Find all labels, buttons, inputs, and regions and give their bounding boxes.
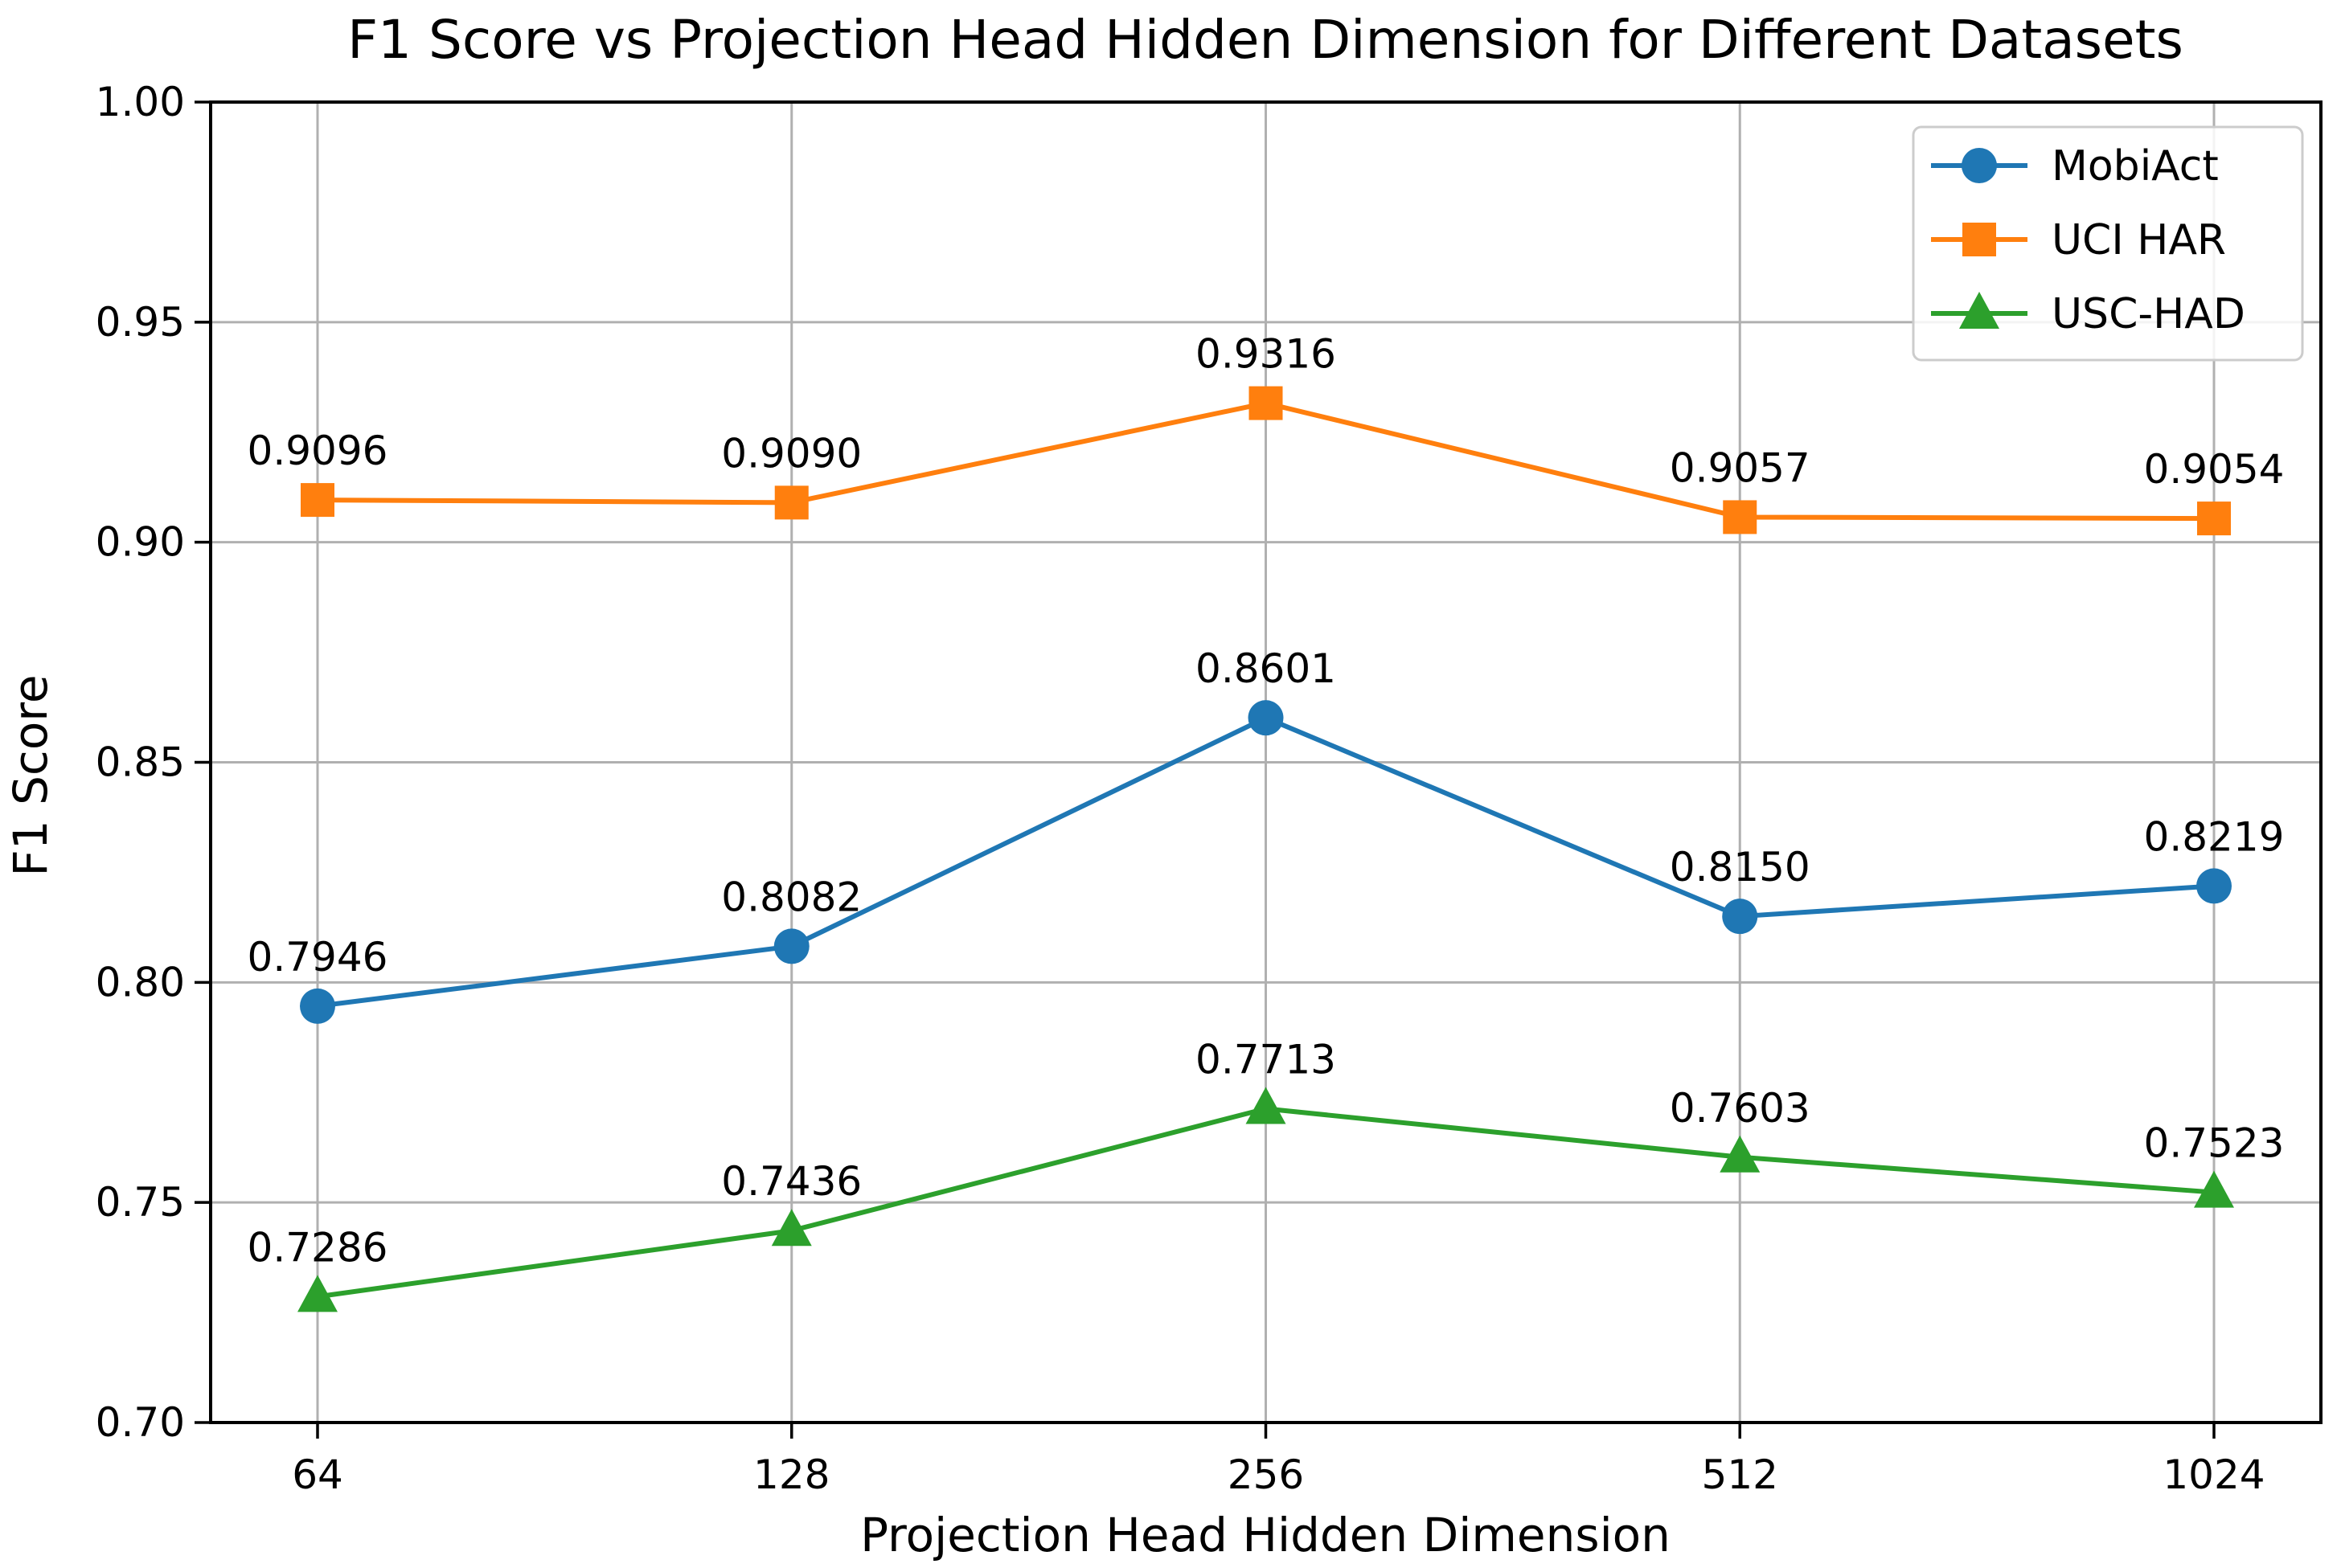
y-tick-label: 0.90	[96, 519, 185, 566]
data-point-label: 0.7286	[248, 1224, 388, 1271]
legend-item-label: USC-HAD	[2052, 290, 2245, 338]
data-point-label: 0.7713	[1195, 1037, 1336, 1083]
data-point-label: 0.8219	[2144, 813, 2285, 860]
triangle-marker-usc-had	[1245, 1087, 1286, 1124]
axes: 64 128 256 512 1024 0.70 0.75 0.80 0.85 0.90 0.95 1…	[96, 79, 2323, 1498]
y-tick-label: 0.75	[96, 1179, 185, 1226]
data-point-label: 0.7436	[721, 1158, 862, 1205]
circle-marker-mobiact	[2196, 868, 2232, 904]
data-point-label: 0.7523	[2144, 1120, 2285, 1167]
circle-marker-mobiact	[300, 988, 335, 1024]
circle-icon	[1962, 148, 1997, 183]
chart-title: F1 Score vs Projection Head Hidden Dimen…	[347, 9, 2183, 71]
square-marker-uci-har	[1723, 500, 1757, 534]
data-point-label: 0.9090	[721, 430, 862, 477]
x-tick-label: 512	[1702, 1451, 1778, 1498]
y-tick-label: 0.85	[96, 739, 185, 786]
legend: MobiAct UCI HAR USC-HAD	[1912, 125, 2304, 362]
square-marker-uci-har	[2197, 502, 2231, 536]
square-marker-uci-har	[1248, 386, 1283, 420]
square-icon	[1962, 223, 1996, 256]
triangle-icon	[1959, 292, 1999, 329]
triangle-marker-usc-had	[1720, 1135, 1761, 1173]
y-axis-label: F1 Score	[3, 674, 58, 876]
circle-marker-mobiact	[773, 928, 810, 964]
y-tick-label: 0.70	[96, 1399, 185, 1446]
triangle-marker-usc-had	[771, 1209, 812, 1247]
data-point-label: 0.9054	[2144, 446, 2285, 493]
triangle-marker-usc-had	[2194, 1170, 2234, 1208]
plot-area: 0.7946 0.8082 0.8601 0.8150 0.8219 0.9096 0.90…	[248, 331, 2285, 1312]
y-tick-label: 1.00	[96, 79, 185, 125]
data-point-label: 0.9096	[248, 428, 388, 474]
data-point-label: 0.9057	[1670, 444, 1810, 491]
data-point-label: 0.7603	[1670, 1085, 1810, 1132]
data-point-label: 0.7946	[248, 934, 388, 981]
circle-marker-mobiact	[1248, 700, 1284, 736]
x-tick-label: 128	[753, 1451, 830, 1498]
x-tick-label: 256	[1228, 1451, 1304, 1498]
x-tick-label: 1024	[2163, 1451, 2265, 1498]
data-point-label: 0.9316	[1195, 331, 1336, 378]
data-point-label: 0.8082	[721, 874, 862, 920]
y-tick-label: 0.80	[96, 959, 185, 1005]
legend-item-label: UCI HAR	[2052, 216, 2226, 264]
circle-marker-mobiact	[1722, 899, 1758, 935]
legend-item-label: MobiAct	[2052, 142, 2219, 190]
square-marker-uci-har	[774, 485, 809, 520]
data-point-label: 0.8601	[1195, 645, 1336, 692]
square-marker-uci-har	[301, 483, 334, 518]
data-point-label: 0.8150	[1670, 844, 1810, 890]
triangle-marker-usc-had	[297, 1275, 338, 1312]
y-tick-label: 0.95	[96, 299, 185, 346]
x-axis-label: Projection Head Hidden Dimension	[860, 1508, 1671, 1562]
x-tick-label: 64	[292, 1451, 343, 1498]
legend-box	[1912, 125, 2304, 362]
